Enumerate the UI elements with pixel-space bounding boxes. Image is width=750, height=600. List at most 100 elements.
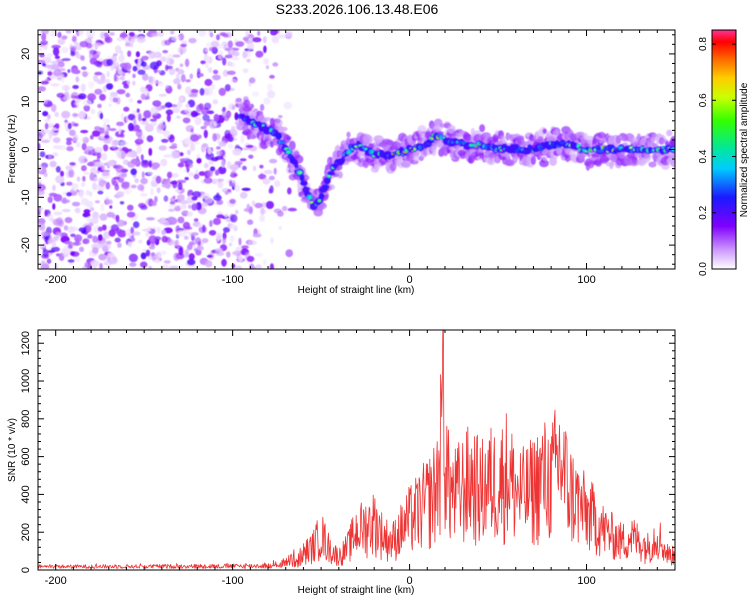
noise-blob: [67, 259, 75, 263]
noise-blob: [216, 139, 221, 144]
noise-blob: [269, 74, 275, 79]
x-tick-label: 0: [407, 575, 413, 587]
noise-blob: [180, 43, 187, 48]
noise-blob: [131, 235, 135, 242]
noise-blob: [89, 207, 95, 212]
noise-blob: [136, 36, 146, 44]
noise-blob: [53, 211, 63, 216]
noise-blob: [231, 126, 236, 130]
noise-blob: [217, 178, 222, 183]
noise-blob: [128, 122, 134, 132]
noise-blob: [226, 70, 236, 76]
noise-blob: [87, 93, 97, 101]
noise-blob: [232, 250, 242, 256]
ridge-blob: [327, 171, 335, 176]
noise-blob: [235, 265, 242, 269]
noise-blob: [61, 247, 71, 255]
noise-blob: [145, 249, 151, 257]
colorbar-tick-label: 0.4: [698, 149, 709, 163]
noise-blob: [78, 30, 84, 36]
noise-blob: [227, 144, 234, 149]
ridge-halo: [242, 125, 249, 132]
noise-blob: [224, 129, 231, 139]
ridge-halo: [288, 140, 296, 151]
noise-blob: [92, 247, 99, 254]
noise-blob: [187, 259, 196, 266]
ridge-core: [319, 194, 324, 198]
noise-blob: [71, 201, 81, 207]
noise-blob: [226, 61, 233, 67]
noise-blob: [155, 175, 162, 184]
noise-blob: [92, 182, 97, 191]
ridge-halo: [274, 118, 281, 124]
noise-blob: [97, 51, 101, 55]
noise-blob: [135, 51, 140, 58]
noise-blob: [54, 123, 60, 129]
noise-blob: [48, 154, 53, 159]
noise-blob: [138, 239, 143, 244]
noise-blob: [132, 80, 136, 86]
y-tick-label: -20: [20, 237, 32, 253]
noise-blob: [163, 227, 173, 234]
noise-blob: [229, 235, 235, 242]
colorbar: 0.0 0.2 0.4 0.6 0.8 Normalized spectral ampl…: [698, 29, 750, 276]
noise-blob: [142, 73, 149, 81]
noise-blob: [248, 154, 254, 159]
noise-blob: [126, 211, 136, 218]
noise-blob: [109, 128, 117, 132]
noise-blob: [229, 198, 236, 205]
noise-blob: [130, 168, 137, 176]
noise-blob: [168, 68, 176, 76]
ridge-peak: [365, 148, 368, 151]
noise-blob: [161, 250, 167, 256]
noise-blob: [102, 180, 107, 184]
noise-blob: [133, 118, 137, 126]
noise-blob: [67, 244, 73, 249]
noise-blob: [177, 83, 182, 90]
ridge-halo: [666, 129, 673, 137]
noise-blob: [136, 128, 142, 133]
ridge-halo: [401, 159, 412, 169]
noise-blob: [216, 214, 224, 219]
noise-blob: [199, 88, 205, 96]
noise-blob: [208, 67, 213, 73]
noise-blob: [66, 181, 73, 186]
noise-blob: [71, 68, 79, 74]
ridge-halo: [431, 146, 437, 156]
noise-blob: [186, 211, 193, 217]
noise-blob: [156, 31, 165, 37]
noise-blob: [149, 118, 157, 122]
noise-blob: [198, 73, 204, 77]
noise-blob: [57, 38, 66, 45]
noise-blob: [38, 86, 46, 92]
noise-blob: [190, 110, 199, 118]
ridge-peak: [371, 150, 374, 154]
noise-blob: [123, 62, 132, 71]
x-tick-label: -100: [222, 575, 244, 587]
noise-blob: [105, 83, 114, 90]
noise-blob: [221, 110, 226, 118]
noise-blob: [138, 203, 147, 208]
noise-blob: [189, 73, 194, 80]
noise-blob: [116, 89, 126, 95]
noise-blob: [104, 36, 113, 44]
noise-blob: [258, 173, 267, 180]
noise-blob: [59, 232, 68, 238]
noise-blob: [92, 130, 101, 137]
ridge-halo: [346, 131, 351, 138]
noise-blob: [41, 254, 50, 259]
y-tick-label: 0: [20, 146, 32, 152]
ridge-halo: [670, 136, 675, 146]
noise-blob: [230, 57, 240, 61]
noise-blob: [194, 116, 202, 126]
noise-blob: [56, 253, 60, 257]
noise-blob: [81, 66, 87, 71]
noise-blob: [83, 209, 91, 214]
colorbar-label: Normalized spectral amplitude: [739, 82, 750, 217]
noise-blob: [39, 47, 43, 51]
noise-blob: [226, 251, 231, 258]
noise-blob: [113, 164, 118, 169]
noise-blob: [184, 177, 189, 181]
noise-blob: [211, 83, 216, 90]
